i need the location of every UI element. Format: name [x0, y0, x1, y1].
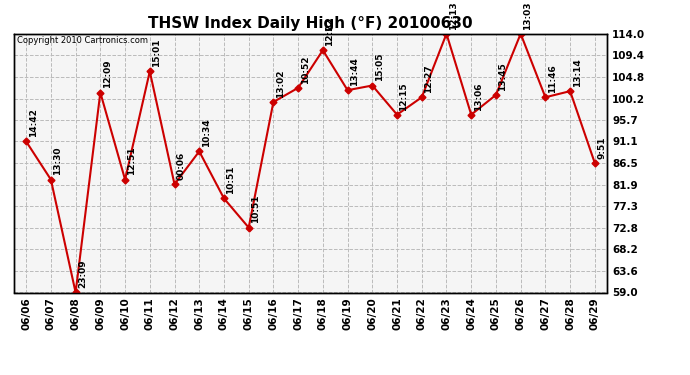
Text: 12:09: 12:09 [103, 60, 112, 88]
Text: 13:14: 13:14 [573, 58, 582, 87]
Text: 00:06: 00:06 [177, 152, 186, 180]
Text: 13:44: 13:44 [350, 57, 359, 86]
Text: 12:27: 12:27 [424, 64, 433, 93]
Text: 14:42: 14:42 [28, 108, 38, 137]
Text: 12:51: 12:51 [128, 147, 137, 176]
Text: 23:09: 23:09 [78, 260, 87, 288]
Text: 12:22: 12:22 [325, 17, 335, 46]
Text: 12:13: 12:13 [449, 1, 458, 30]
Text: 13:03: 13:03 [523, 1, 532, 30]
Text: 10:51: 10:51 [226, 166, 235, 194]
Text: 10:51: 10:51 [251, 195, 260, 223]
Title: THSW Index Daily High (°F) 20100630: THSW Index Daily High (°F) 20100630 [148, 16, 473, 31]
Text: 9:51: 9:51 [598, 136, 607, 159]
Text: 11:46: 11:46 [548, 64, 557, 93]
Text: Copyright 2010 Cartronics.com: Copyright 2010 Cartronics.com [17, 36, 148, 45]
Text: 12:15: 12:15 [400, 82, 408, 111]
Text: 13:02: 13:02 [276, 69, 285, 98]
Text: 13:45: 13:45 [498, 62, 507, 91]
Text: 13:30: 13:30 [53, 147, 62, 176]
Text: 15:01: 15:01 [152, 39, 161, 67]
Text: 15:05: 15:05 [375, 53, 384, 81]
Text: 10:52: 10:52 [301, 55, 310, 84]
Text: 10:34: 10:34 [201, 118, 210, 147]
Text: 13:06: 13:06 [473, 82, 483, 111]
